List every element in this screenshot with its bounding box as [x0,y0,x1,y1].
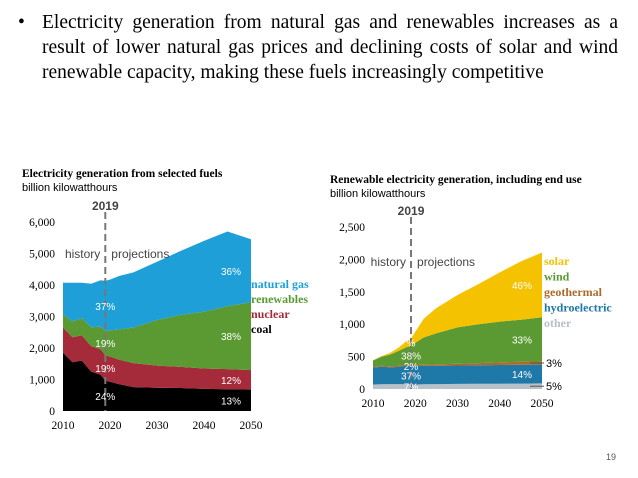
pct-label-2019: 37% [401,371,421,382]
pct-label-2050: 33% [512,335,532,346]
pct-label-2050: 3% [546,358,562,370]
projections-label: projections [417,255,475,269]
legend-wind: wind [544,270,570,284]
pct-label-2019: 38% [401,352,421,363]
page-number: 19 [606,452,616,462]
x-tick-label: 2050 [531,398,554,410]
legend-solar: solar [544,254,570,268]
y-tick-label: 0 [359,384,365,396]
pct-label-2050: 14% [512,370,532,381]
pct-label-2050: 5% [546,381,562,393]
pct-label-2019: 7% [404,383,419,394]
x-tick-label: 2040 [488,398,511,410]
y-tick-label: 2,000 [339,254,365,266]
x-tick-label: 2030 [446,398,469,410]
x-tick-label: 2020 [404,398,427,410]
x-tick-label: 2010 [362,398,385,410]
divider-year-label: 2019 [398,204,425,218]
legend-geothermal: geothermal [544,285,603,299]
y-tick-label: 1,000 [339,319,365,331]
series-area-other [373,383,542,389]
pct-label-2019: % [407,338,416,349]
legend-hydroelectric: hydroelectric [544,301,612,315]
history-label: history [371,255,406,269]
legend-other: other [544,316,572,330]
pct-label-2019: 2% [404,362,419,373]
y-tick-label: 1,500 [339,287,365,299]
y-tick-label: 500 [348,352,366,364]
pct-label-2050: 46% [512,281,532,292]
y-tick-label: 2,500 [339,222,365,234]
